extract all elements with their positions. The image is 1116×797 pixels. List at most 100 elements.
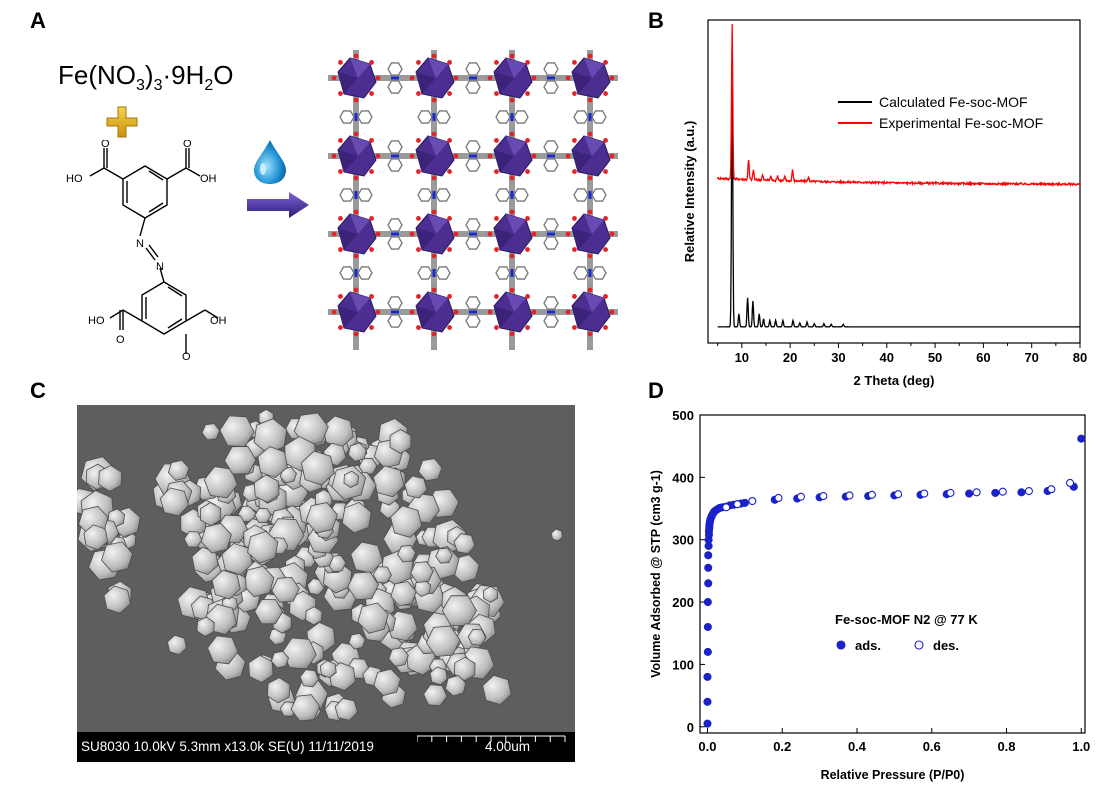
water-drop-icon: [254, 140, 286, 184]
formula-part: Fe(NO: [58, 60, 136, 90]
oxygen-atom: [587, 97, 593, 103]
linker-ring: [543, 80, 559, 94]
oxygen-atom: [369, 325, 374, 330]
oxygen-atom: [609, 75, 615, 81]
polyhedron-face: [506, 214, 526, 234]
oxygen-atom: [447, 216, 452, 221]
crystal-particle: [372, 465, 405, 498]
oxygen-atom: [603, 216, 608, 221]
crystal-particle: [299, 669, 320, 688]
oxygen-atom: [525, 247, 530, 252]
oxygen-atom: [494, 247, 499, 252]
oxygen-atom: [447, 138, 452, 143]
crystal-particle: [219, 415, 255, 447]
oxygen-atom: [603, 294, 608, 299]
experimental-pattern-line: [717, 24, 1081, 188]
adsorption-point: [703, 719, 712, 728]
crystal-particle: [373, 668, 401, 696]
crystal-particle: [257, 446, 288, 479]
oxygen-atom: [572, 216, 577, 221]
linker-ring: [513, 266, 529, 280]
oxygen-atom: [487, 309, 493, 315]
adsorption-point: [704, 551, 713, 560]
crystal-particle: [425, 625, 461, 657]
legend-label: Calculated Fe-soc-MOF: [879, 94, 1028, 110]
crystal-particle: [319, 660, 337, 679]
crystal-particle: [254, 507, 272, 524]
linker-ring: [357, 188, 373, 202]
adsorption-point: [703, 622, 712, 632]
plot-frame: [707, 19, 1081, 344]
x-tick-label: 70: [1024, 350, 1038, 365]
oxygen-atom: [565, 309, 571, 315]
oxygen-atom: [487, 231, 493, 237]
crystal-particle: [390, 581, 417, 607]
crystal-particle: [167, 459, 190, 481]
x-tick-label: 20: [783, 350, 797, 365]
linker-ring: [513, 188, 529, 202]
crystal-particle: [242, 565, 275, 598]
oxygen-atom: [416, 91, 421, 96]
linker-ring: [387, 314, 403, 328]
oxygen-atom: [338, 91, 343, 96]
oxygen-atom: [587, 175, 593, 181]
oxygen-atom: [431, 97, 437, 103]
crystal-particle: [334, 697, 359, 721]
polyhedron-face: [416, 150, 436, 172]
oxygen-atom: [531, 75, 537, 81]
oxygen-atom: [331, 309, 337, 315]
oxygen-atom: [331, 231, 337, 237]
linker-ring: [387, 158, 403, 172]
crystal-particle: [343, 470, 360, 488]
legend-marker: [836, 640, 846, 650]
oxygen-atom: [494, 138, 499, 143]
x-tick-label: 80: [1073, 350, 1087, 365]
crystal-particle: [159, 487, 190, 517]
oxygen-atom: [409, 231, 415, 237]
ligand-nitrogen-label: N: [156, 261, 164, 273]
oxygen-atom: [431, 175, 437, 181]
crystal-particle: [266, 677, 291, 704]
oxygen-atom: [416, 294, 421, 299]
oxygen-atom: [587, 253, 593, 259]
polyhedron-face: [428, 214, 448, 234]
linker-ring: [387, 236, 403, 250]
y-axis-label: Relative Intensity (a.u.): [682, 121, 697, 263]
oxygen-atom: [416, 138, 421, 143]
oxygen-atom: [609, 153, 615, 159]
oxygen-atom: [453, 309, 459, 315]
linker-ring: [465, 140, 481, 154]
polyhedron-face: [506, 58, 526, 78]
y-axis-label: Volume Adsorbed @ STP (cm3 g-1): [649, 470, 663, 678]
polyhedron-face: [584, 136, 604, 156]
reaction-arrow-icon: [247, 192, 309, 218]
legend-marker: [914, 640, 924, 650]
oxygen-atom: [587, 209, 593, 215]
oxygen-atom: [409, 75, 415, 81]
desorption-point: [946, 488, 955, 497]
oxygen-atom: [338, 138, 343, 143]
sem-scale-label: 4.00um: [485, 739, 531, 754]
oxygen-atom: [525, 294, 530, 299]
oxygen-atom: [531, 309, 537, 315]
linker-ring: [543, 158, 559, 172]
linker-ring: [513, 110, 529, 124]
crystal-particle: [103, 585, 131, 614]
crystal-cluster: [77, 408, 564, 722]
crystal-particle: [453, 533, 476, 555]
panel-label-b: B: [648, 8, 664, 33]
oxygen-atom: [431, 331, 437, 337]
isotherm-annotation: Fe-soc-MOF N2 @ 77 K: [835, 612, 978, 627]
crystal-particle: [389, 428, 412, 454]
polyhedron-face: [428, 136, 448, 156]
x-tick-label: 30: [831, 350, 845, 365]
oxygen-atom: [494, 325, 499, 330]
oxygen-atom: [509, 287, 515, 293]
x-axis-label: 2 Theta (deg): [854, 373, 935, 388]
linker-ring: [591, 266, 607, 280]
panel-label-d: D: [648, 378, 664, 403]
sem-info-text: SU8030 10.0kV 5.3mm x13.0k SE(U) 11/11/2…: [81, 739, 374, 754]
formula-sub: 2: [204, 77, 214, 95]
linker-ring: [591, 188, 607, 202]
polyhedron-face: [572, 150, 592, 172]
